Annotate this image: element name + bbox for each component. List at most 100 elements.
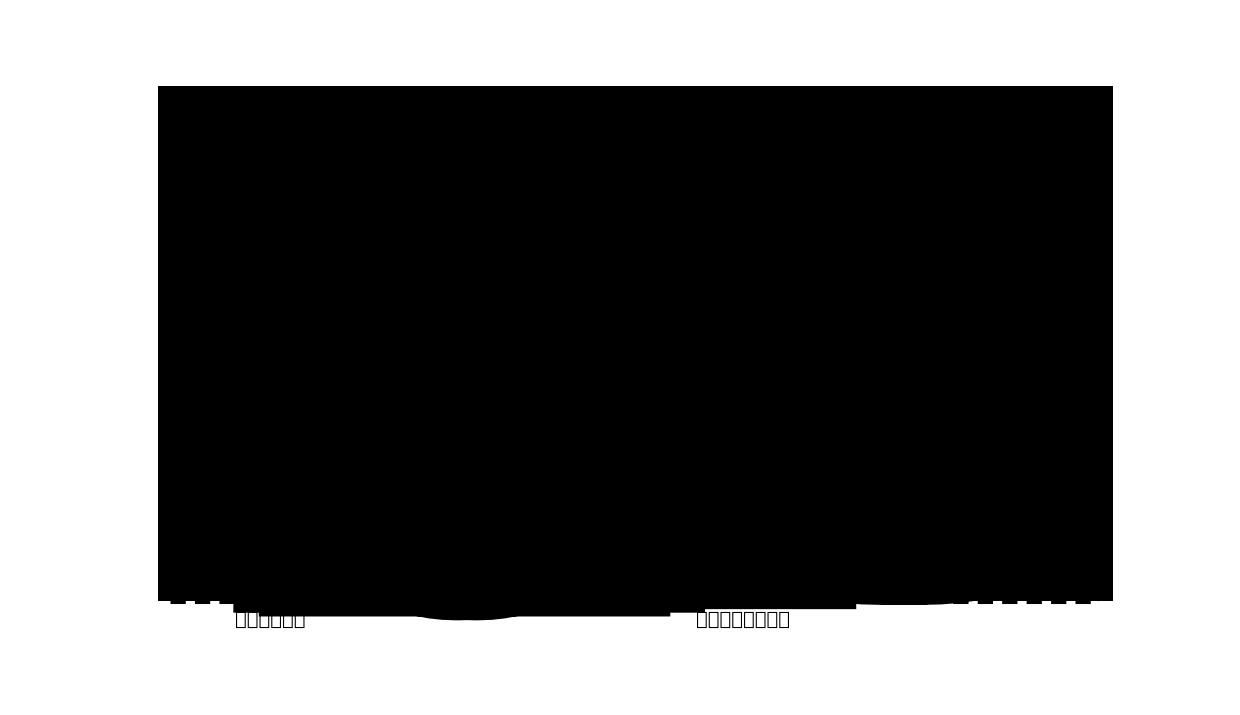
Text: 19: 19 xyxy=(434,273,449,283)
Bar xyxy=(175,224,290,295)
Text: 34: 34 xyxy=(593,290,608,302)
Text: 电压跟随器: 电压跟随器 xyxy=(800,571,841,586)
Text: Vcc: Vcc xyxy=(877,287,897,297)
Text: 20: 20 xyxy=(434,431,449,441)
Bar xyxy=(732,433,751,454)
Bar xyxy=(743,213,842,304)
Text: Vcc: Vcc xyxy=(796,367,816,377)
Text: 38: 38 xyxy=(836,446,852,459)
Circle shape xyxy=(743,443,748,447)
Text: −: − xyxy=(781,400,794,415)
Circle shape xyxy=(743,300,748,305)
Circle shape xyxy=(735,448,739,453)
Text: 37: 37 xyxy=(836,288,852,301)
Text: +: + xyxy=(781,419,794,433)
Text: Vee: Vee xyxy=(551,460,572,470)
Text: 6: 6 xyxy=(873,350,880,363)
Circle shape xyxy=(743,448,748,453)
Circle shape xyxy=(993,234,998,238)
Text: Vcc: Vcc xyxy=(551,207,570,217)
Text: 13: 13 xyxy=(456,438,472,451)
Circle shape xyxy=(849,406,872,428)
Text: 18: 18 xyxy=(875,254,895,267)
Circle shape xyxy=(430,405,453,428)
Bar xyxy=(337,225,402,293)
Polygon shape xyxy=(309,408,322,426)
Circle shape xyxy=(348,238,389,280)
Text: 35: 35 xyxy=(593,448,608,460)
Text: 1-a: 1-a xyxy=(299,266,319,279)
Text: Vcc: Vcc xyxy=(1003,134,1023,144)
Text: +: + xyxy=(534,262,547,276)
Text: 3-a: 3-a xyxy=(376,296,396,309)
Text: 36: 36 xyxy=(916,367,932,380)
Text: 7: 7 xyxy=(782,270,790,283)
Text: −: − xyxy=(781,242,794,257)
Circle shape xyxy=(735,443,739,447)
Text: 23: 23 xyxy=(940,351,955,364)
Text: 28: 28 xyxy=(593,200,608,213)
Text: Vee: Vee xyxy=(796,458,816,468)
Bar xyxy=(175,382,290,453)
Text: −: − xyxy=(862,321,874,335)
Circle shape xyxy=(735,306,739,310)
Text: 8: 8 xyxy=(782,428,790,441)
Text: 33: 33 xyxy=(1019,195,1034,205)
Circle shape xyxy=(372,257,376,262)
Circle shape xyxy=(936,326,959,349)
Text: O: O xyxy=(980,165,993,180)
Polygon shape xyxy=(861,313,910,363)
Text: Vee: Vee xyxy=(1003,237,1024,247)
Text: O: O xyxy=(980,185,993,200)
Text: 16: 16 xyxy=(911,358,926,371)
Text: 22: 22 xyxy=(852,429,868,442)
Text: 30: 30 xyxy=(916,282,932,295)
Polygon shape xyxy=(780,235,830,284)
Text: Vee: Vee xyxy=(796,300,816,310)
Text: 21: 21 xyxy=(852,271,868,284)
Text: 第二级差分放大电路: 第二级差分放大电路 xyxy=(967,428,1035,441)
Text: 9: 9 xyxy=(465,220,474,233)
Text: +: + xyxy=(534,420,547,434)
Text: Vcc: Vcc xyxy=(754,204,774,214)
Text: 10: 10 xyxy=(456,280,472,293)
Circle shape xyxy=(372,415,376,419)
Text: −: − xyxy=(534,242,547,256)
Bar xyxy=(743,373,842,459)
Text: 12: 12 xyxy=(461,378,477,391)
Text: Vcc: Vcc xyxy=(796,209,816,219)
Circle shape xyxy=(735,300,739,305)
Text: +: + xyxy=(862,340,874,354)
Circle shape xyxy=(348,396,389,438)
Text: 17: 17 xyxy=(839,373,856,386)
Text: 光电探测模块: 光电探测模块 xyxy=(234,610,305,629)
Text: 外围激光器: 外围激光器 xyxy=(210,252,255,267)
Text: 11: 11 xyxy=(562,184,578,198)
Text: Vee: Vee xyxy=(551,302,572,312)
Polygon shape xyxy=(780,393,830,442)
Polygon shape xyxy=(309,250,322,268)
Text: 第一级放大电路: 第一级放大电路 xyxy=(506,571,564,586)
Text: 4: 4 xyxy=(547,272,554,285)
Bar xyxy=(732,290,751,312)
Circle shape xyxy=(430,247,453,270)
Text: 29: 29 xyxy=(593,358,608,371)
Text: 24: 24 xyxy=(714,302,730,315)
Text: −: − xyxy=(534,400,547,414)
Text: 外围激光器: 外围激光器 xyxy=(210,410,255,425)
Text: 26: 26 xyxy=(952,184,968,197)
Bar xyxy=(337,383,402,450)
Text: GND: GND xyxy=(1058,167,1089,179)
Text: 3-b: 3-b xyxy=(376,453,396,466)
Circle shape xyxy=(849,248,872,270)
Text: 27: 27 xyxy=(1019,160,1034,170)
Polygon shape xyxy=(534,233,587,285)
Text: Vcc: Vcc xyxy=(551,364,570,374)
Text: 14: 14 xyxy=(562,342,578,355)
Text: 1-b: 1-b xyxy=(299,423,319,436)
Text: 31: 31 xyxy=(836,203,852,216)
Text: O: O xyxy=(980,205,993,220)
Text: 2-a: 2-a xyxy=(342,296,363,309)
Polygon shape xyxy=(534,390,587,443)
Text: 15: 15 xyxy=(911,304,926,317)
